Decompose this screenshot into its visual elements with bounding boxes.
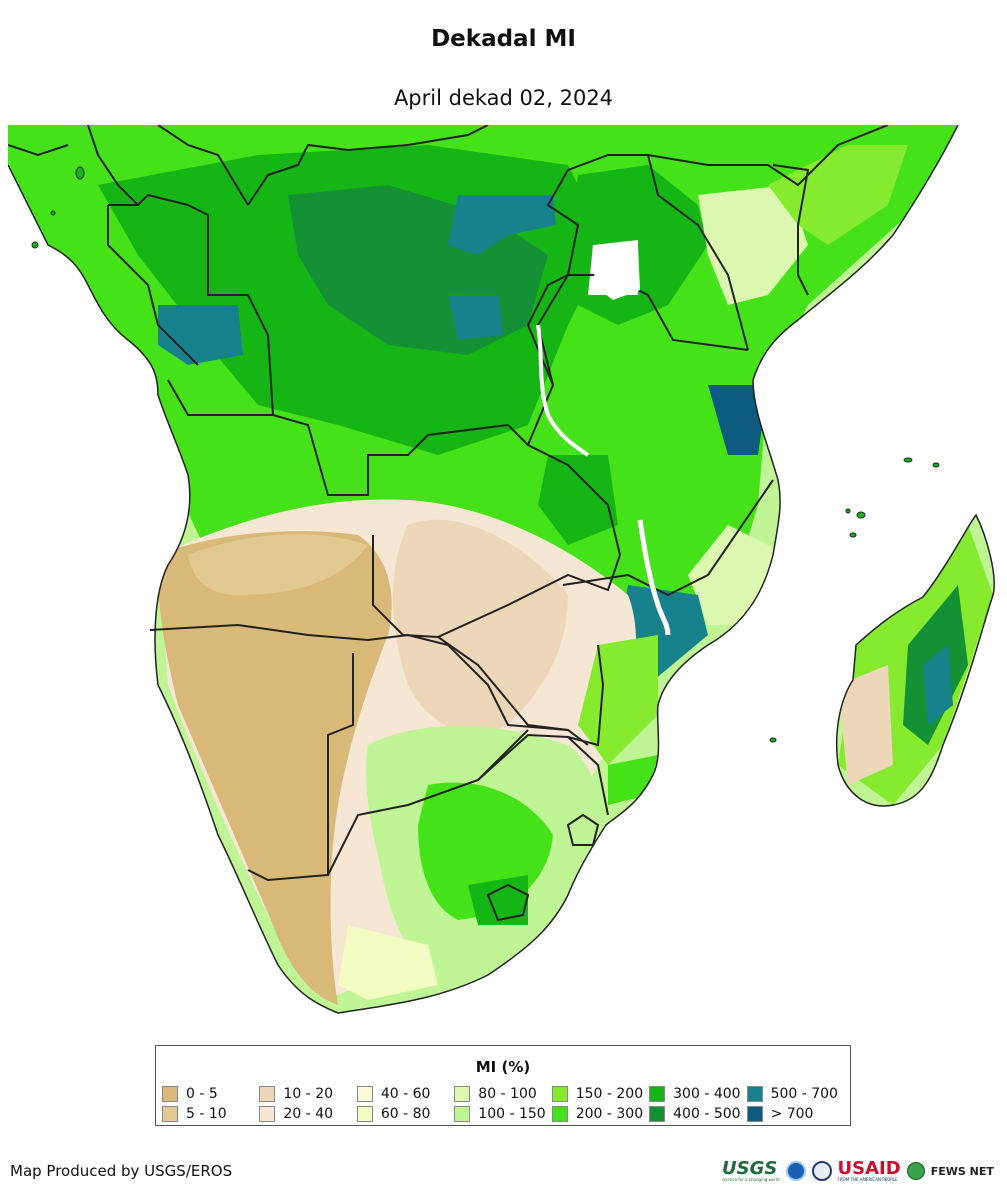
lake-malawi <box>637 519 671 636</box>
legend-label: 40 - 60 <box>380 1086 431 1102</box>
usgs-logo-text: USGS <box>722 1158 778 1179</box>
usaid-logo-tagline: FROM THE AMERICAN PEOPLE <box>837 1177 898 1182</box>
legend-swatch <box>454 1086 471 1102</box>
map-title: Dekadal MI <box>431 26 576 52</box>
legend-item: 60 - 80 <box>356 1104 454 1124</box>
legend-label: 400 - 500 <box>673 1106 741 1122</box>
legend-swatch <box>746 1086 763 1102</box>
legend-item: 400 - 500 <box>649 1104 746 1124</box>
legend-label: 5 - 10 <box>186 1106 227 1122</box>
legend-swatch <box>259 1106 276 1122</box>
legend-item: 0 - 5 <box>162 1084 259 1104</box>
legend-label: 100 - 150 <box>478 1106 546 1122</box>
legend-item: 500 - 700 <box>746 1084 844 1104</box>
borders <box>8 125 995 1014</box>
legend-label: 300 - 400 <box>673 1086 741 1102</box>
legend-grid: 0 - 5 10 - 20 40 - 60 80 - 100 150 - 200 300 … <box>162 1084 844 1124</box>
logo-strip: USGS science for a changing world USAID … <box>722 1158 994 1184</box>
legend-swatch <box>551 1086 568 1102</box>
legend-label: 200 - 300 <box>575 1106 644 1122</box>
legend-swatch <box>259 1086 276 1102</box>
legend-label: 150 - 200 <box>575 1086 644 1102</box>
legend-swatch <box>162 1106 178 1122</box>
usaid-logo: USAID FROM THE AMERICAN PEOPLE <box>838 1160 901 1182</box>
legend-swatch <box>649 1086 666 1102</box>
legend-item: 150 - 200 <box>551 1084 649 1104</box>
legend-label: > 700 <box>770 1106 814 1122</box>
legend-swatch <box>746 1106 763 1122</box>
legend-swatch <box>454 1106 471 1122</box>
lake-victoria <box>593 245 640 300</box>
mi-map <box>8 125 995 1014</box>
noaa-logo-icon <box>785 1161 806 1181</box>
legend-title: MI (%) <box>475 1058 531 1076</box>
legend-item: 5 - 10 <box>162 1104 259 1124</box>
legend-item: > 700 <box>746 1104 844 1124</box>
legend-item: 80 - 100 <box>454 1084 551 1104</box>
legend-swatch <box>551 1106 568 1122</box>
legend-label: 60 - 80 <box>380 1106 431 1122</box>
fewsnet-logo: FEWS NET <box>930 1164 994 1178</box>
usaid-logo-text: USAID <box>837 1158 901 1179</box>
legend-swatch <box>356 1086 373 1102</box>
legend-label: 500 - 700 <box>770 1086 838 1102</box>
legend-swatch <box>162 1086 178 1102</box>
legend: MI (%) 0 - 5 10 - 20 40 - 60 80 - 100 150 - … <box>155 1045 851 1126</box>
legend-item: 200 - 300 <box>551 1104 649 1124</box>
usgs-logo-tagline: science for a changing world <box>722 1177 780 1182</box>
usgs-logo: USGS science for a changing world <box>722 1160 780 1182</box>
legend-item: 100 - 150 <box>454 1104 551 1124</box>
land-mask <box>8 125 995 1013</box>
map-credit: Map Produced by USGS/EROS <box>10 1162 233 1180</box>
legend-swatch <box>356 1106 373 1122</box>
legend-item: 40 - 60 <box>356 1084 454 1104</box>
globe-icon <box>906 1162 925 1180</box>
lake-tanganyika <box>536 324 590 457</box>
legend-swatch <box>649 1106 666 1122</box>
legend-label: 0 - 5 <box>186 1086 218 1102</box>
legend-label: 80 - 100 <box>478 1086 537 1102</box>
islands <box>31 166 940 743</box>
legend-item: 10 - 20 <box>259 1084 356 1104</box>
legend-label: 10 - 20 <box>283 1086 334 1102</box>
state-dept-seal-icon <box>811 1161 832 1181</box>
legend-item: 20 - 40 <box>259 1104 356 1124</box>
legend-label: 20 - 40 <box>283 1106 334 1122</box>
map-subtitle: April dekad 02, 2024 <box>393 86 614 110</box>
legend-item: 300 - 400 <box>649 1084 746 1104</box>
